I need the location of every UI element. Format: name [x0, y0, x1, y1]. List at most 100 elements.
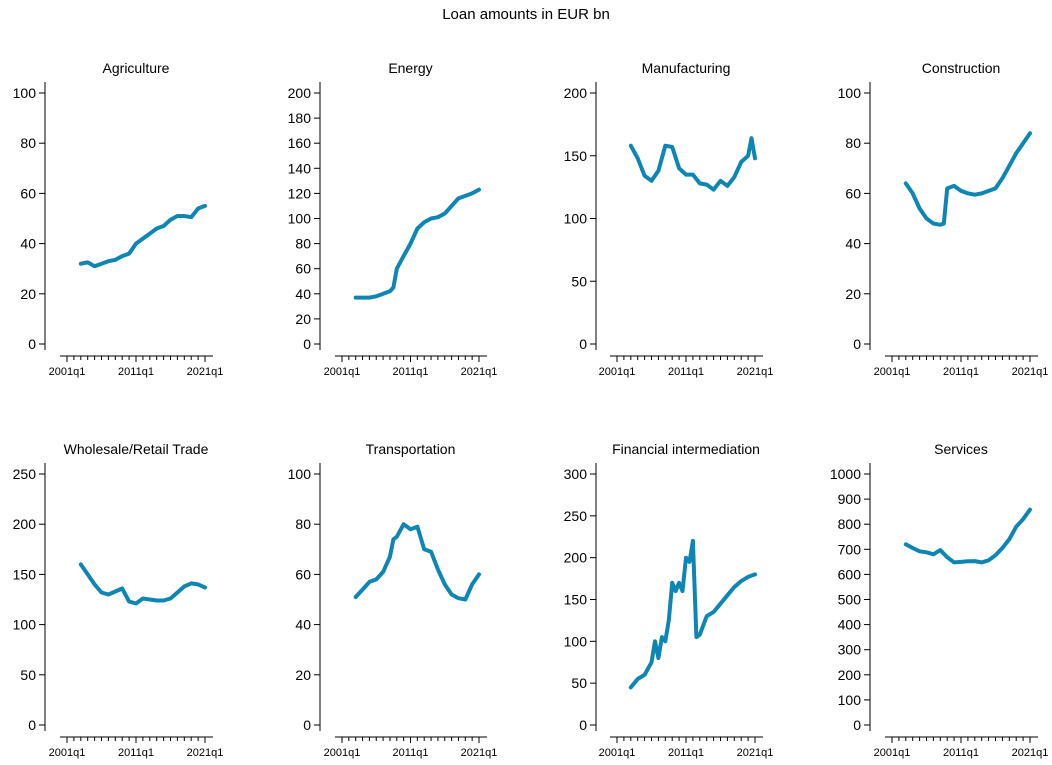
- panel-title: Agriculture: [103, 60, 170, 76]
- y-tick-label: 150: [564, 148, 588, 164]
- panel-title: Transportation: [366, 441, 456, 457]
- y-tick-label: 600: [838, 566, 862, 582]
- y-tick-label: 200: [838, 667, 862, 683]
- panel-title: Services: [934, 441, 988, 457]
- y-tick-label: 20: [295, 667, 311, 683]
- y-tick-label: 20: [20, 286, 36, 302]
- y-tick-label: 800: [838, 516, 862, 532]
- y-tick-label: 60: [845, 185, 861, 201]
- y-tick-label: 80: [295, 236, 311, 252]
- y-tick-label: 500: [838, 592, 862, 608]
- y-tick-label: 1000: [830, 466, 861, 482]
- x-tick-label: 2011q1: [668, 747, 704, 759]
- series-line: [353, 522, 481, 602]
- y-tick-label: 200: [564, 550, 588, 566]
- x-tick-label: 2011q1: [118, 366, 154, 378]
- x-tick-label: 2001q1: [324, 366, 361, 378]
- y-tick-label: 250: [564, 508, 588, 524]
- y-tick-label: 100: [13, 85, 37, 101]
- y-tick-label: 50: [571, 273, 587, 289]
- panel-2: Manufacturing 0 50 100 150 200 2001q1 2011q1 202…: [564, 60, 774, 378]
- x-tick-label: 2011q1: [943, 747, 979, 759]
- series-line: [628, 538, 757, 690]
- x-tick-label: 2011q1: [118, 747, 154, 759]
- y-tick-label: 100: [564, 211, 588, 227]
- y-tick-label: 20: [295, 311, 311, 327]
- y-tick-label: 200: [13, 516, 37, 532]
- panel-3: Construction 0 20 40 60 80 100 2001q1 2011q1 2021…: [838, 60, 1049, 378]
- x-tick-label: 2001q1: [874, 747, 911, 759]
- y-tick-label: 40: [295, 617, 311, 633]
- y-tick-label: 0: [303, 336, 311, 352]
- y-tick-label: 100: [564, 633, 588, 649]
- x-tick-label: 2001q1: [324, 747, 361, 759]
- x-tick-label: 2021q1: [461, 366, 498, 378]
- series-line: [78, 203, 207, 269]
- y-tick-label: 180: [288, 110, 312, 126]
- y-tick-label: 60: [295, 566, 311, 582]
- series-line: [903, 131, 1032, 227]
- panel-6: Financial intermediation 0 50 100 150 200 250 3…: [564, 441, 774, 759]
- y-tick-label: 200: [288, 85, 312, 101]
- x-tick-label: 2011q1: [393, 747, 429, 759]
- y-tick-label: 80: [295, 516, 311, 532]
- x-tick-label: 2021q1: [187, 366, 224, 378]
- y-tick-label: 20: [845, 286, 861, 302]
- x-tick-label: 2021q1: [737, 747, 774, 759]
- x-tick-label: 2001q1: [599, 747, 636, 759]
- y-tick-label: 80: [845, 135, 861, 151]
- panel-title: Wholesale/Retail Trade: [64, 441, 209, 457]
- y-tick-label: 0: [303, 717, 311, 733]
- panel-4: Wholesale/Retail Trade 0 50 100 150 200 250 200…: [13, 441, 224, 759]
- x-tick-label: 2001q1: [874, 366, 911, 378]
- y-tick-label: 700: [838, 541, 862, 557]
- panel-title: Construction: [922, 60, 1001, 76]
- x-tick-label: 2011q1: [943, 366, 979, 378]
- y-tick-label: 100: [838, 85, 862, 101]
- y-tick-label: 0: [28, 717, 36, 733]
- y-tick-label: 40: [20, 236, 36, 252]
- y-tick-label: 200: [564, 85, 588, 101]
- y-tick-label: 160: [288, 135, 312, 151]
- y-tick-label: 0: [579, 717, 587, 733]
- x-tick-label: 2021q1: [1012, 366, 1049, 378]
- panel-0: Agriculture 0 20 40 60 80 100 2001q1 2011q1 2021q…: [13, 60, 224, 378]
- y-tick-label: 150: [13, 566, 37, 582]
- x-tick-label: 2001q1: [49, 747, 86, 759]
- y-tick-label: 100: [288, 466, 312, 482]
- panel-title: Financial intermediation: [612, 441, 760, 457]
- panel-7: Services 0 100 200 300 400 500 600 700 800 900 1000…: [830, 441, 1049, 759]
- page-title: Loan amounts in EUR bn: [442, 6, 610, 23]
- y-tick-label: 0: [853, 717, 861, 733]
- x-tick-label: 2021q1: [737, 366, 774, 378]
- y-tick-label: 50: [20, 667, 36, 683]
- y-tick-label: 50: [571, 675, 587, 691]
- y-tick-label: 150: [564, 592, 588, 608]
- x-tick-label: 2011q1: [668, 366, 704, 378]
- panel-1: Energy 0 20 40 60 80 100 120 140 160 180 200 2001q1 2…: [288, 60, 498, 378]
- y-tick-label: 0: [853, 336, 861, 352]
- panel-5: Transportation 0 20 40 60 80 100 2001q1 2011q1 20…: [288, 441, 498, 759]
- y-tick-label: 40: [845, 236, 861, 252]
- y-tick-label: 900: [838, 491, 862, 507]
- x-tick-label: 2011q1: [393, 366, 429, 378]
- y-tick-label: 100: [288, 211, 312, 227]
- x-tick-label: 2001q1: [599, 366, 636, 378]
- panel-title: Energy: [388, 60, 432, 76]
- y-tick-label: 300: [564, 466, 588, 482]
- y-tick-label: 250: [13, 466, 37, 482]
- y-tick-label: 120: [288, 185, 312, 201]
- y-tick-label: 40: [295, 286, 311, 302]
- series-line: [353, 187, 481, 300]
- y-tick-label: 80: [20, 135, 36, 151]
- y-tick-label: 60: [295, 261, 311, 277]
- x-tick-label: 2001q1: [49, 366, 86, 378]
- series-line: [903, 507, 1032, 565]
- series-line: [78, 562, 207, 606]
- x-tick-label: 2021q1: [187, 747, 224, 759]
- y-tick-label: 60: [20, 185, 36, 201]
- x-tick-label: 2021q1: [1012, 747, 1049, 759]
- y-tick-label: 300: [838, 642, 862, 658]
- y-tick-label: 0: [579, 336, 587, 352]
